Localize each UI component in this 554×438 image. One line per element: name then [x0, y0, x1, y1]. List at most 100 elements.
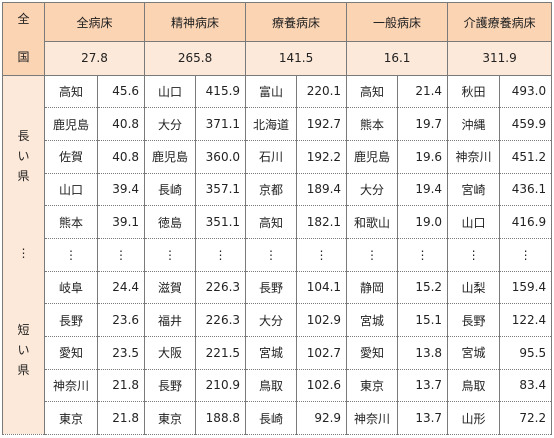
corner-label: 全 国: [2, 2, 45, 76]
stay-days-value: 493.0: [499, 74, 553, 109]
stay-days-value: 220.1: [296, 74, 348, 109]
stay-days-value: 72.2: [499, 401, 553, 435]
prefecture-name: 山口: [144, 74, 197, 109]
ellipsis-cell: ⋮: [499, 237, 553, 272]
prefecture-name: 石川: [245, 139, 298, 174]
stay-days-value: 13.7: [397, 401, 449, 435]
prefecture-name: 高知: [44, 74, 98, 109]
ellipsis-cell: ⋮: [195, 237, 247, 272]
prefecture-name: 高知: [346, 74, 399, 109]
prefecture-name: 宮崎: [447, 172, 501, 207]
prefecture-name: 鹿児島: [144, 139, 197, 174]
stay-days-value: 13.8: [397, 335, 449, 370]
table-row: 山口 39.4 長崎 357.1 京都 189.4 大分 19.4 宮崎 436.1: [3, 172, 553, 207]
table-row: 神奈川 21.8 長野 210.9 鳥取 102.6 東京 13.7 鳥取 83.4: [3, 368, 553, 403]
prefecture-name: 岐阜: [44, 270, 98, 305]
stay-days-value: 351.1: [195, 205, 247, 239]
stay-days-value: 102.6: [296, 368, 348, 403]
stay-days-value: 189.4: [296, 172, 348, 207]
prefecture-name: 神奈川: [44, 368, 98, 403]
stay-days-value: 415.9: [195, 74, 247, 109]
table-row: 東京 21.8 東京 188.8 長崎 92.9 神奈川 13.7 山形 72.2: [3, 401, 553, 435]
table-row: 長野 23.6 福井 226.3 大分 102.9 宮城 15.1 長野 122.4: [3, 303, 553, 337]
stay-days-value: 15.2: [397, 270, 449, 305]
ellipsis-cell: ⋮: [96, 237, 146, 272]
side-label-char: い: [17, 343, 30, 358]
stay-days-value: 21.8: [96, 368, 146, 403]
prefecture-name: 鳥取: [447, 368, 501, 403]
national-average: 16.1: [346, 41, 449, 76]
stay-days-value: 19.6: [397, 139, 449, 174]
ellipsis-cell: ⋮: [44, 237, 98, 272]
stay-days-value: 371.1: [195, 107, 247, 141]
prefecture-name: 東京: [144, 401, 197, 435]
stay-days-value: 92.9: [296, 401, 348, 435]
stay-days-value: 210.9: [195, 368, 247, 403]
prefecture-name: 大分: [346, 172, 399, 207]
prefecture-name: 愛知: [44, 335, 98, 370]
prefecture-name: 沖縄: [447, 107, 501, 141]
side-label-column: 長い県 ⋮ 短い県: [2, 74, 45, 436]
prefecture-name: 和歌山: [346, 205, 399, 239]
stay-days-value: 436.1: [499, 172, 553, 207]
table-row: 愛知 23.5 大阪 221.5 宮城 102.7 愛知 13.8 宮城 95.5: [3, 335, 553, 370]
side-label-ellipsis: ⋮: [17, 246, 30, 261]
prefecture-name: 長野: [44, 303, 98, 337]
side-label-char: い: [17, 149, 30, 164]
prefecture-name: 鹿児島: [346, 139, 399, 174]
stay-days-value: 159.4: [499, 270, 553, 305]
prefecture-name: 滋賀: [144, 270, 197, 305]
national-average: 27.8: [43, 41, 146, 76]
prefecture-name: 徳島: [144, 205, 197, 239]
prefecture-name: 大阪: [144, 335, 197, 370]
prefecture-name: 東京: [44, 401, 98, 435]
stay-days-value: 221.5: [195, 335, 247, 370]
stay-days-value: 459.9: [499, 107, 553, 141]
stay-days-value: 188.8: [195, 401, 247, 435]
prefecture-name: 秋田: [447, 74, 501, 109]
prefecture-name: 神奈川: [346, 401, 399, 435]
table-row: 鹿児島 40.8 大分 371.1 北海道 192.7 熊本 19.7 沖縄 459.9: [3, 107, 553, 141]
prefecture-name: 高知: [245, 205, 298, 239]
prefecture-name: 宮城: [447, 335, 501, 370]
prefecture-name: 大分: [144, 107, 197, 141]
prefecture-name: 鹿児島: [44, 107, 98, 141]
stay-days-value: 192.2: [296, 139, 348, 174]
stay-days-value: 226.3: [195, 270, 247, 305]
stay-days-value: 24.4: [96, 270, 146, 305]
stay-days-value: 95.5: [499, 335, 553, 370]
stay-days-value: 15.1: [397, 303, 449, 337]
ellipsis-cell: ⋮: [397, 237, 449, 272]
national-average: 311.9: [447, 41, 553, 76]
prefecture-name: 長崎: [245, 401, 298, 435]
prefecture-name: 熊本: [346, 107, 399, 141]
stay-days-value: 451.2: [499, 139, 553, 174]
stay-days-value: 23.6: [96, 303, 146, 337]
prefecture-name: 静岡: [346, 270, 399, 305]
national-average: 141.5: [245, 41, 348, 76]
prefecture-name: 鳥取: [245, 368, 298, 403]
stay-days-value: 39.4: [96, 172, 146, 207]
column-header: 精神病床: [144, 1, 247, 43]
prefecture-name: 長野: [245, 270, 298, 305]
table-row: 長い県 ⋮ 短い県高知 45.6 山口 415.9 富山 220.1 高知 21.4 秋田 493.0: [2, 74, 553, 436]
column-header: 一般病床: [346, 1, 449, 43]
stay-days-value: 23.5: [96, 335, 146, 370]
side-label-char: 県: [17, 169, 30, 184]
ellipsis-row: ⋮ ⋮ ⋮ ⋮ ⋮ ⋮ ⋮ ⋮ ⋮ ⋮: [3, 237, 553, 272]
table-row: 岐阜 24.4 滋賀 226.3 長野 104.1 静岡 15.2 山梨 159.4: [3, 270, 553, 305]
prefecture-name: 神奈川: [447, 139, 501, 174]
side-label-char: 県: [17, 363, 30, 378]
prefecture-name: 長野: [447, 303, 501, 337]
ellipsis-cell: ⋮: [144, 237, 197, 272]
prefecture-name: 山口: [447, 205, 501, 239]
stay-days-value: 104.1: [296, 270, 348, 305]
table-row: 熊本 39.1 徳島 351.1 高知 182.1 和歌山 19.0 山口 416.9: [3, 205, 553, 239]
stay-days-value: 19.0: [397, 205, 449, 239]
stay-days-value: 192.7: [296, 107, 348, 141]
ellipsis-cell: ⋮: [296, 237, 348, 272]
prefecture-name: 佐賀: [44, 139, 98, 174]
prefecture-name: 京都: [245, 172, 298, 207]
prefecture-name: 大分: [245, 303, 298, 337]
prefecture-name: 長野: [144, 368, 197, 403]
